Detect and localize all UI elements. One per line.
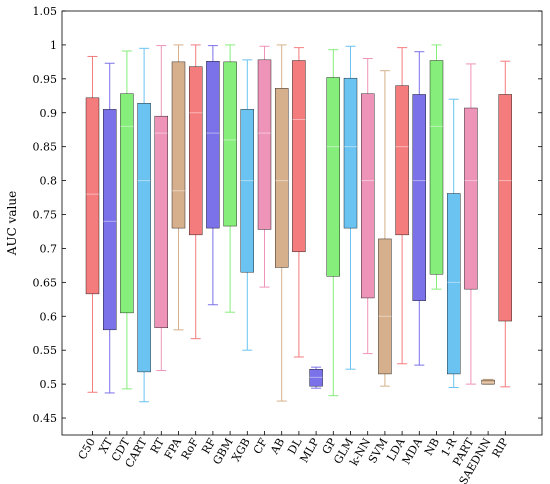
box-body [257,59,272,230]
box-gp [326,49,340,397]
box-body [275,88,289,268]
box-body [464,107,478,290]
box-rof [188,44,203,340]
x-tick-label: NB [422,436,442,458]
x-tick-label: AB [268,436,288,457]
box-1-r [447,98,461,389]
box-svm [378,70,392,387]
box-body [154,115,169,329]
y-tick-label: 0.95 [33,73,58,86]
box-series [85,44,512,403]
box-body [223,61,237,227]
box-cf [257,45,272,288]
y-tick-label: 0.5 [40,378,58,391]
y-tick-label: 1 [50,39,57,52]
box-nb [429,44,444,290]
x-axis: C50XTCDTCARTRTFPARoFRFGBMXGBCFABDLMLPGPG… [76,431,512,484]
box-rt [154,45,169,372]
y-tick-label: 0.75 [33,209,58,222]
y-tick-label: 0.65 [33,276,58,289]
box-body [120,93,134,314]
box-c50 [85,55,100,393]
x-tick-label: RIP [490,435,512,459]
box-rip [498,60,512,388]
plot-frame [61,10,543,436]
y-tick-label: 0.55 [33,344,58,357]
box-part [464,63,478,385]
box-body [188,66,203,236]
box-body [326,77,340,277]
box-body [447,193,461,375]
box-fpa [171,44,186,331]
box-body [85,97,100,295]
box-body [137,103,151,373]
x-tick-label: RoF [179,436,202,462]
x-tick-label: C50 [76,436,98,462]
y-tick-label: 0.6 [40,310,58,323]
y-tick-label: 0.85 [33,141,58,154]
box-cdt [120,50,134,390]
box-dl [292,47,306,358]
y-tick-label: 0.9 [40,107,58,120]
box-body [343,77,358,229]
box-mlp [309,366,323,389]
box-xt [102,62,117,394]
x-tick-label: XGB [229,436,253,464]
box-body [412,94,426,301]
y-tick-label: 0.8 [40,175,58,188]
box-glm [343,45,358,370]
box-body [240,109,255,273]
box-rf [206,45,220,306]
box-body [206,61,220,229]
box-xgb [240,59,255,351]
box-cart [137,47,151,403]
y-axis: 0.45 0.5 0.55 0.6 0.65 0.7 0.75 0.8 0.85 0.9 0.95 1… [33,5,542,425]
box-body [498,94,512,322]
box-body [395,85,409,236]
box-ab [275,44,289,402]
y-tick-label: 1.05 [33,5,58,18]
box-saednn [481,378,495,385]
box-gbm [223,44,237,313]
y-axis-label: AUC value [5,191,19,256]
box-body [429,60,444,275]
x-tick-label: CF [251,436,270,457]
box-k-nn [361,57,375,355]
box-body [171,61,186,229]
box-body [102,109,117,331]
box-body [378,238,392,375]
box-body [481,379,495,385]
box-body [292,60,306,253]
box-lda [395,47,409,365]
y-tick-label: 0.45 [33,412,58,425]
box-body [309,368,323,387]
box-mda [412,51,426,366]
box-body [361,93,375,299]
y-tick-label: 0.7 [40,242,58,255]
